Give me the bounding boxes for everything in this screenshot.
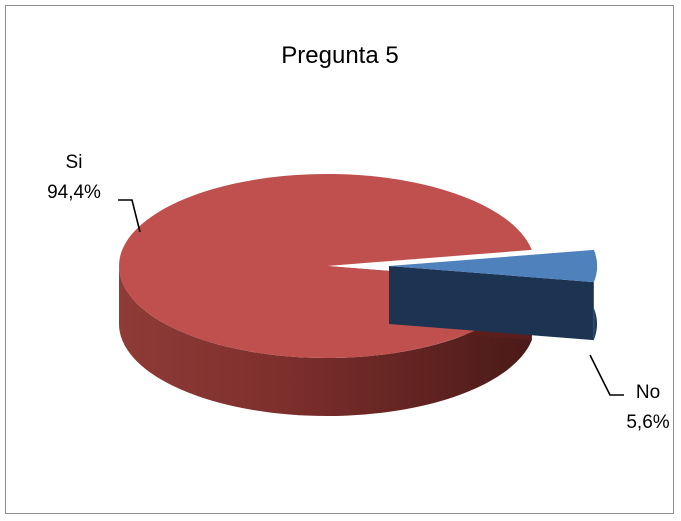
data-label-si: 94,4% bbox=[47, 182, 101, 203]
leader-line-no bbox=[589, 354, 624, 396]
pie-slice-no bbox=[389, 249, 598, 283]
pie-slice-si-side bbox=[118, 266, 532, 417]
category-label-si: Si bbox=[66, 152, 83, 173]
pie-slices bbox=[118, 174, 598, 417]
leader-line-si bbox=[118, 199, 141, 233]
data-label-no: 5,6% bbox=[626, 412, 669, 433]
pie-slice-no-cut bbox=[389, 266, 594, 341]
chart-title: Pregunta 5 bbox=[281, 42, 398, 69]
category-label-no: No bbox=[636, 382, 660, 403]
